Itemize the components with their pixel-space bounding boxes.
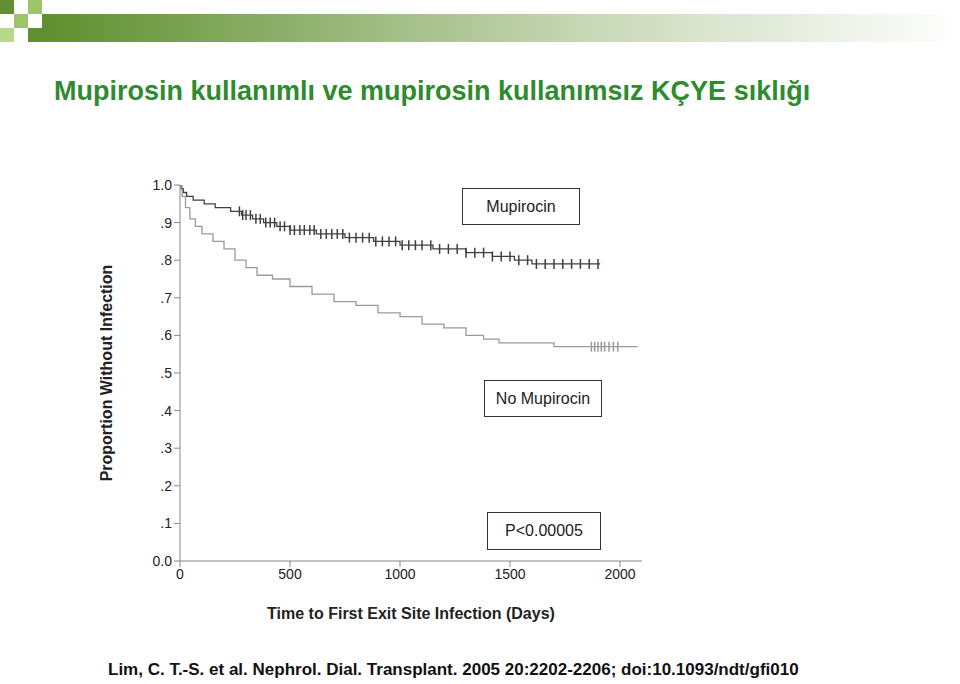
- svg-text:1500: 1500: [494, 566, 525, 582]
- html-text:Lim, C. T.-S. et al. Nephrol.: Lim, C. T.-S. et al. Nephrol. Dial. Tran…: [108, 660, 799, 679]
- svg-text:0: 0: [176, 566, 184, 582]
- svg-text:Proportion Without Infection: Proportion Without Infection: [100, 265, 115, 482]
- html-text:No Mupirocin: No Mupirocin: [495, 389, 591, 407]
- html-text:Mupirocin: Mupirocin: [486, 197, 556, 215]
- svg-text:.3: .3: [160, 440, 172, 456]
- svg-text:.9: .9: [160, 215, 172, 231]
- svg-text:1000: 1000: [384, 566, 415, 582]
- svg-text:.4: .4: [160, 403, 172, 419]
- svg-text:500: 500: [278, 566, 302, 582]
- svg-text:.1: .1: [160, 515, 172, 531]
- html-text:P<0.00005: P<0.00005: [505, 522, 583, 539]
- svg-text:1.0: 1.0: [153, 177, 173, 193]
- svg-text:.8: .8: [160, 252, 172, 268]
- svg-text:2000: 2000: [604, 566, 635, 582]
- svg-text:Time to First Exit Site Infect: Time to First Exit Site Infection (Days): [267, 605, 555, 622]
- html-text:Mupirosin kullanımlı ve mupiro: Mupirosin kullanımlı ve mupirosin kullan…: [54, 76, 811, 106]
- svg-text:0.0: 0.0: [153, 553, 173, 569]
- svg-text:.5: .5: [160, 365, 172, 381]
- svg-text:.2: .2: [160, 478, 172, 494]
- svg-text:.7: .7: [160, 290, 172, 306]
- svg-text:.6: .6: [160, 327, 172, 343]
